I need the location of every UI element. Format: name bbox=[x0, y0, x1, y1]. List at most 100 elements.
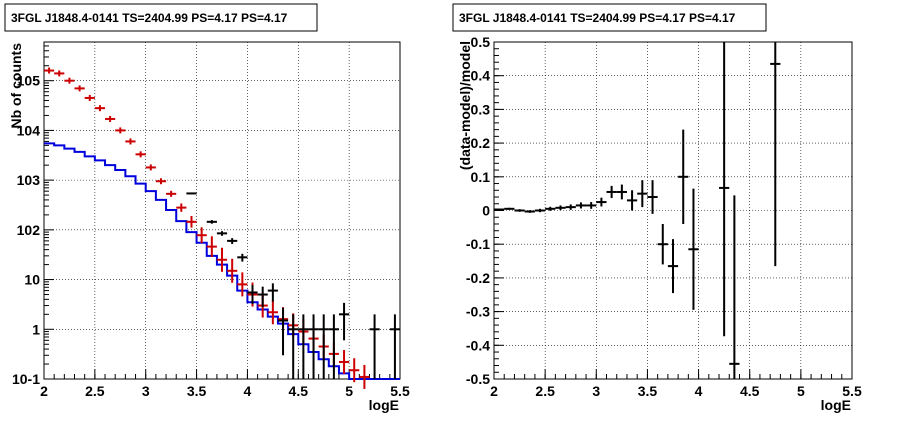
residual-x-tick-label: 5 bbox=[797, 383, 805, 399]
residual-point bbox=[545, 206, 556, 211]
data-counts-point bbox=[318, 314, 329, 379]
data-counts-point bbox=[267, 283, 278, 302]
residual-point bbox=[678, 129, 689, 224]
residual-title-box bbox=[452, 3, 767, 32]
residual-point bbox=[616, 184, 627, 200]
data-counts-point bbox=[298, 314, 309, 379]
residual-y-tick-label: 0.3 bbox=[471, 101, 491, 117]
counts-y-tick-label: 10-1 bbox=[12, 371, 40, 387]
model-counts-point bbox=[64, 77, 75, 84]
counts-tick-labels: 2 2.5 3 3.5 4 4.5 5 5.5 10-1 1 10 102 103 104 105 bbox=[12, 73, 410, 399]
counts-y-tick-label: 10 bbox=[24, 272, 40, 288]
residual-ticks bbox=[493, 41, 853, 380]
residual-point bbox=[494, 208, 505, 211]
residual-point bbox=[719, 42, 730, 337]
residual-y-tick-label: 0.2 bbox=[471, 135, 491, 151]
residual-point bbox=[637, 180, 648, 208]
data-counts-point bbox=[216, 231, 228, 236]
residual-point bbox=[586, 202, 597, 209]
residual-panel: 2 2.5 3 3.5 4 4.5 5 5.5 -0.5 -0.4 -0.3 -0.2 -0.1 0 0.1… bbox=[452, 3, 862, 413]
residual-point bbox=[667, 239, 679, 294]
residual-y-tick-label: -0.3 bbox=[466, 304, 490, 320]
counts-grid bbox=[44, 42, 400, 379]
residual-y-axis-label: (data-model)/model bbox=[457, 41, 473, 170]
counts-y-tick-label: 103 bbox=[17, 172, 41, 188]
model-counts-point bbox=[216, 247, 228, 272]
residual-x-tick-label: 5.5 bbox=[842, 383, 862, 399]
counts-marks bbox=[44, 67, 400, 389]
residual-y-tick-label: 0.4 bbox=[471, 68, 491, 84]
model-counts-point bbox=[135, 151, 146, 158]
counts-x-tick-label: 5.5 bbox=[390, 383, 410, 399]
model-counts-point bbox=[196, 227, 207, 244]
model-counts-point bbox=[155, 178, 167, 185]
data-counts-point bbox=[389, 314, 400, 379]
residual-point bbox=[534, 208, 546, 213]
residual-title: 3FGL J1848.4-0141 TS=2404.99 PS=4.17 PS=… bbox=[459, 11, 736, 25]
residual-plot-frame bbox=[493, 41, 853, 380]
residual-tick-labels: 2 2.5 3 3.5 4 4.5 5 5.5 -0.5 -0.4 -0.3 -0.2 -0.1 0 0.1… bbox=[466, 34, 862, 399]
residual-point bbox=[647, 180, 658, 214]
counts-plot-frame bbox=[43, 41, 401, 380]
counts-y-tick-label: 102 bbox=[17, 222, 41, 238]
residual-x-tick-label: 2.5 bbox=[535, 383, 555, 399]
model-counts-point bbox=[94, 105, 106, 112]
residual-point bbox=[524, 210, 535, 213]
model-counts-point bbox=[74, 85, 85, 92]
residual-x-tick-label: 3.5 bbox=[638, 383, 658, 399]
residual-point bbox=[606, 185, 617, 199]
counts-y-axis-label: Nb of counts bbox=[8, 43, 24, 129]
data-counts-point bbox=[308, 314, 319, 379]
residual-point bbox=[575, 202, 587, 209]
data-counts-point bbox=[186, 192, 197, 195]
residual-point bbox=[657, 223, 668, 265]
counts-x-tick-label: 3.5 bbox=[187, 383, 207, 399]
model-counts-point bbox=[206, 236, 217, 257]
model-counts-point bbox=[237, 272, 248, 297]
model-counts-point bbox=[349, 358, 360, 383]
counts-y-tick-label: 105 bbox=[17, 73, 41, 89]
model-counts-point bbox=[84, 94, 95, 101]
counts-x-tick-label: 2 bbox=[40, 383, 48, 399]
data-counts-point bbox=[227, 238, 238, 244]
data-counts-point bbox=[247, 284, 258, 305]
residual-point bbox=[504, 207, 515, 210]
counts-x-tick-label: 5 bbox=[345, 383, 353, 399]
counts-x-tick-label: 4 bbox=[244, 383, 252, 399]
residual-y-tick-label: -0.2 bbox=[466, 270, 490, 286]
residual-x-tick-label: 4.5 bbox=[740, 383, 760, 399]
residual-y-tick-label: 0 bbox=[482, 203, 490, 219]
data-counts-point bbox=[288, 314, 299, 379]
residual-x-tick-label: 4 bbox=[695, 383, 703, 399]
data-counts-point bbox=[206, 220, 217, 224]
data-counts-point bbox=[277, 307, 289, 356]
data-counts-point bbox=[237, 253, 248, 262]
model-counts-point bbox=[54, 70, 65, 77]
model-counts-point bbox=[44, 67, 55, 74]
model-counts-point bbox=[186, 216, 197, 228]
counts-panel: 2 2.5 3 3.5 4 4.5 5 5.5 10-1 1 10 102 103 104 105 3FGL… bbox=[4, 3, 410, 413]
data-counts-point bbox=[369, 314, 380, 379]
residual-point bbox=[729, 195, 740, 379]
residual-y-tick-label: -0.1 bbox=[466, 236, 490, 252]
counts-ticks bbox=[43, 41, 401, 380]
counts-title-box bbox=[4, 3, 318, 32]
model-counts-point bbox=[338, 349, 350, 374]
residual-point bbox=[514, 209, 525, 212]
model-counts-point bbox=[176, 203, 187, 212]
counts-x-tick-label: 3 bbox=[142, 383, 150, 399]
residual-point bbox=[555, 205, 566, 211]
model-counts-point bbox=[267, 300, 278, 325]
data-counts-point bbox=[328, 314, 339, 379]
residual-point bbox=[688, 188, 699, 310]
model-counts-point bbox=[166, 190, 177, 197]
residual-y-tick-label: -0.5 bbox=[466, 371, 490, 387]
counts-x-tick-label: 2.5 bbox=[85, 383, 105, 399]
residual-y-tick-label: 0.5 bbox=[471, 34, 491, 50]
residual-x-axis-label: logE bbox=[821, 397, 851, 413]
residual-marks bbox=[494, 42, 781, 379]
residual-point bbox=[565, 204, 576, 210]
counts-title: 3FGL J1848.4-0141 TS=2404.99 PS=4.17 PS=… bbox=[11, 11, 288, 25]
residual-y-tick-label: 0.1 bbox=[471, 169, 491, 185]
